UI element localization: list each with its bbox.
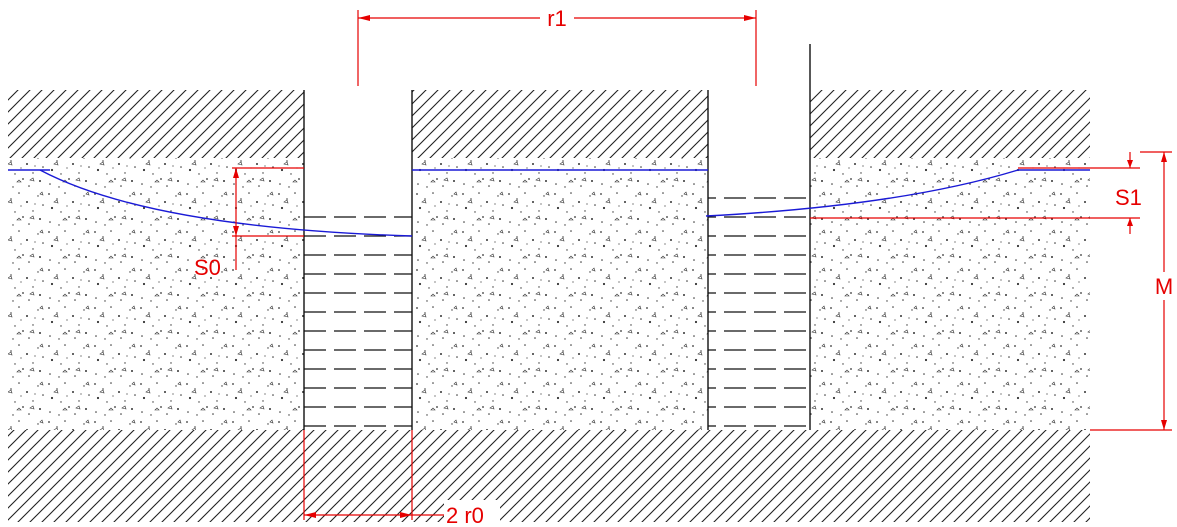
aquifer-middle [412, 158, 708, 430]
m-arrow-bottom [1161, 420, 1167, 430]
r1-label: r1 [547, 6, 567, 31]
two-r0-label: 2 r0 [446, 503, 484, 527]
top-confining-layer-right [810, 90, 1090, 158]
m-arrow-top [1161, 152, 1167, 162]
observation-well-water [708, 196, 810, 430]
pumping-well-water [304, 200, 412, 430]
aquifer-left [8, 158, 304, 430]
s0-arrow-bottom [233, 226, 239, 236]
r1-arrow-left [358, 15, 370, 21]
r1-arrow-right [744, 15, 756, 21]
m-label: M [1155, 274, 1173, 299]
aquifer-right [810, 158, 1090, 430]
two-r0-arrow-left [304, 512, 316, 518]
top-confining-layer-middle [412, 90, 708, 158]
bottom-confining-layer [8, 430, 1090, 522]
s1-arrow-top [1127, 160, 1133, 168]
top-confining-layer-left [8, 90, 304, 158]
drawdown-curve-left [39, 169, 413, 237]
s0-arrow-top [233, 168, 239, 178]
r1-label-bg [540, 6, 574, 30]
two-r0-arrow-right [400, 512, 412, 518]
s1-arrow-bottom [1127, 218, 1133, 226]
two-r0-label-bg [444, 500, 500, 526]
s0-label: S0 [194, 255, 221, 280]
s1-label: S1 [1115, 185, 1142, 210]
drawdown-curve-right [705, 169, 1019, 217]
